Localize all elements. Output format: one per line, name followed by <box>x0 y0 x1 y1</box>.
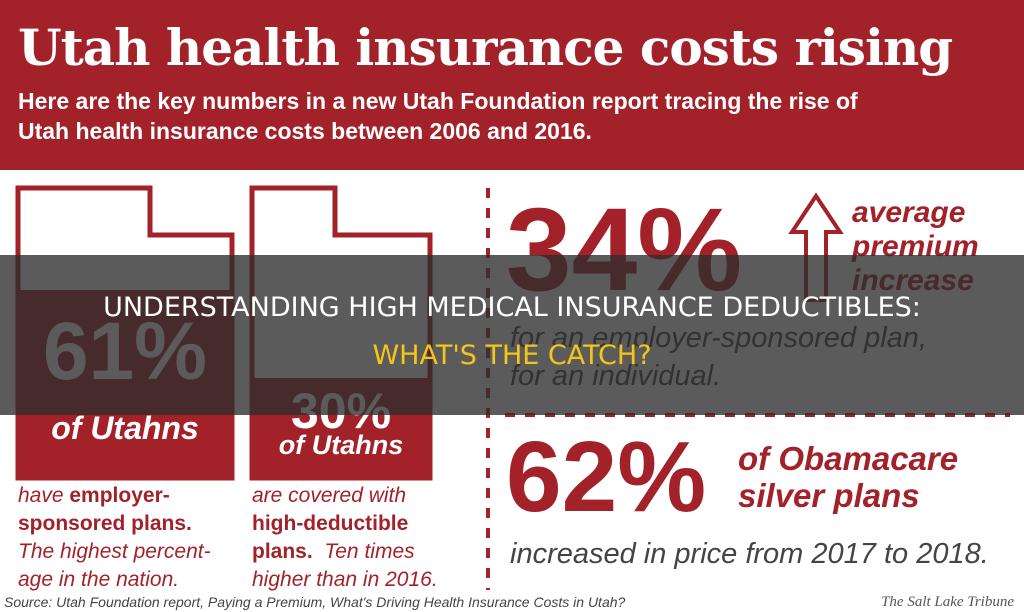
credit: The Salt Lake Tribune <box>881 594 1014 610</box>
header-band <box>0 0 1024 170</box>
card-label: of Utahns <box>51 410 199 446</box>
card-text-line: The highest percent- <box>18 540 211 564</box>
card-text-line: plans. Ten times <box>252 540 415 564</box>
text-run: higher than in 2016. <box>252 568 438 591</box>
overlay-band <box>0 255 1024 415</box>
text-run: sponsored plans. <box>18 512 192 535</box>
stat-side-line: average <box>852 196 966 229</box>
utah-outline <box>249 185 433 481</box>
footer <box>0 590 1024 612</box>
card-text-line: are covered with <box>252 484 406 508</box>
card-text-line: high-deductible <box>252 512 408 536</box>
card-label: of Utahns <box>278 430 404 460</box>
subtitle-line: Utah health insurance costs between 2006… <box>18 118 592 144</box>
text-run: are covered with <box>252 484 407 507</box>
card-text-line: sponsored plans. <box>18 512 192 536</box>
text-run: employer- <box>69 484 170 507</box>
title: Utah health insurance costs rising <box>18 18 953 77</box>
text-run: age in the nation. <box>18 568 180 591</box>
source: Source: Utah Foundation report, Paying a… <box>4 594 626 610</box>
text-run: high-deductible <box>252 512 409 535</box>
stat-caption-line: increased in price from 2017 to 2018. <box>510 538 989 570</box>
overlay-subtitle: WHAT'S THE CATCH? <box>372 340 652 371</box>
subtitle-line: Here are the key numbers in a new Utah F… <box>18 88 858 114</box>
stat-value: 62% <box>506 421 707 533</box>
text-run: plans. <box>252 540 313 563</box>
stat-side-line: silver plans <box>738 477 920 514</box>
text-run: have <box>18 484 70 507</box>
card-text-line: have employer- <box>18 484 170 508</box>
text-run: Ten times <box>312 540 415 563</box>
overlay-title: UNDERSTANDING HIGH MEDICAL INSURANCE DED… <box>103 292 921 323</box>
stat-side-line: of Obamacare <box>738 440 959 477</box>
card-text-line: higher than in 2016. <box>252 568 438 592</box>
card-text-line: age in the nation. <box>18 568 179 592</box>
utah-outline <box>15 185 235 481</box>
text-run: The highest percent- <box>18 540 211 563</box>
subtitle: Here are the key numbers in a new Utah F… <box>18 86 858 146</box>
